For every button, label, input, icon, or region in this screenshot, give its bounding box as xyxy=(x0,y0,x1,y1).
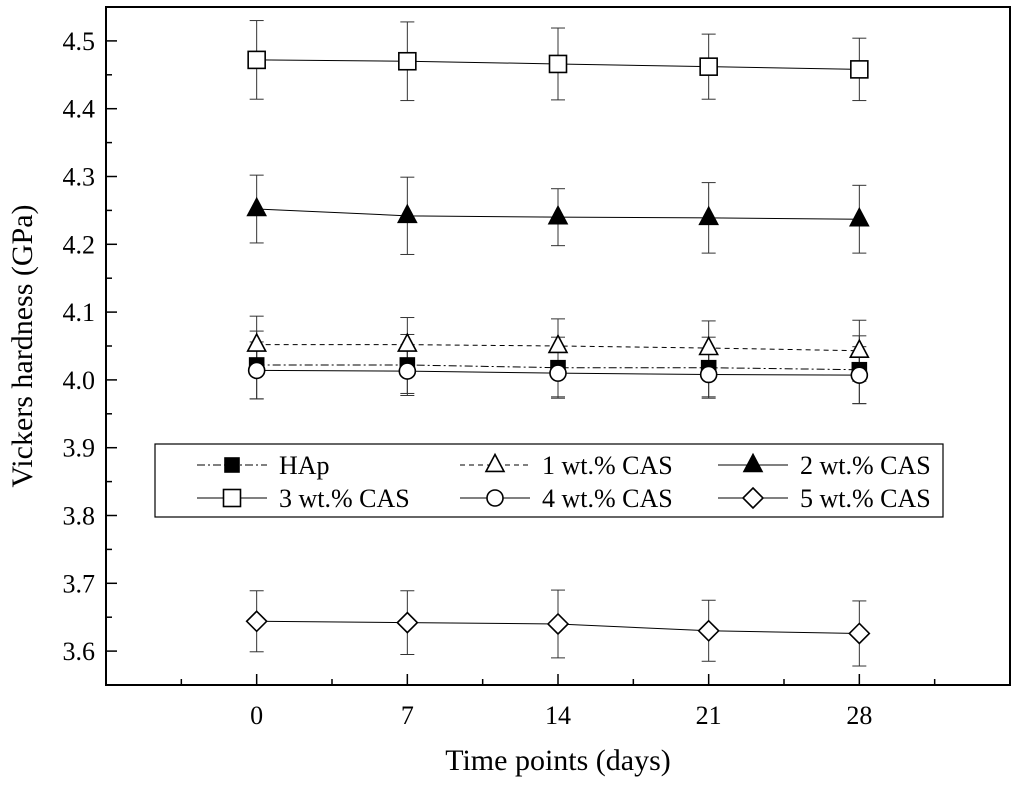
legend-label: 1 wt.% CAS xyxy=(542,451,673,480)
series-4-marker xyxy=(247,50,266,70)
legend-label: 3 wt.% CAS xyxy=(279,484,410,513)
series-2-marker xyxy=(849,338,870,359)
legend-entry: 4 wt.% CAS xyxy=(460,484,673,513)
series-layer xyxy=(245,20,871,667)
y-tick-label: 4.1 xyxy=(63,298,96,327)
y-axis-ticks: 3.6 3.7 3.8 3.9 4.0 4.1 4.2 4.3 4.4 4.5 xyxy=(63,6,117,686)
series-5-marker xyxy=(850,366,869,384)
legend-label: 2 wt.% CAS xyxy=(800,451,931,480)
x-tick-label: 7 xyxy=(401,701,414,730)
series-2-marker xyxy=(397,332,418,352)
series-4-marker xyxy=(398,51,417,71)
legend: HAp 1 wt.% CAS 2 wt.% CAS 3 wt.% CAS 4 wt.% … xyxy=(154,443,944,518)
legend-label: 4 wt.% CAS xyxy=(542,484,673,513)
x-tick-label: 0 xyxy=(250,701,263,730)
x-axis-title: Time points (days) xyxy=(445,744,671,777)
x-tick-label: 28 xyxy=(846,701,872,730)
x-tick-label: 21 xyxy=(696,701,722,730)
series-4-marker xyxy=(548,54,568,74)
series-3-marker xyxy=(849,206,870,227)
series-4-marker xyxy=(850,60,869,79)
y-tick-label: 4.3 xyxy=(63,163,96,192)
series-2-marker xyxy=(547,333,569,354)
legend-entry: 5 wt.% CAS xyxy=(718,484,931,513)
legend-swatch-marker xyxy=(742,452,764,473)
legend-label: 5 wt.% CAS xyxy=(800,484,931,513)
legend-swatch-marker xyxy=(484,452,506,473)
series-3-marker xyxy=(698,205,719,226)
series-6-marker xyxy=(546,612,570,636)
x-axis-ticks: 0 7 14 21 28 xyxy=(105,674,1011,730)
series-6-marker xyxy=(245,610,268,633)
y-tick-label: 3.6 xyxy=(63,637,96,666)
y-tick-label: 3.9 xyxy=(63,434,96,463)
x-tick-label: 14 xyxy=(545,701,571,730)
y-tick-label: 3.8 xyxy=(63,502,96,531)
y-tick-label: 4.5 xyxy=(63,27,96,56)
series-3-marker xyxy=(246,196,267,217)
series-2-marker xyxy=(246,332,267,352)
series-markers xyxy=(245,50,871,645)
series-5-marker xyxy=(549,364,567,382)
series-5-marker xyxy=(398,362,417,380)
series-6-marker xyxy=(848,622,871,645)
legend-label: HAp xyxy=(279,451,330,480)
legend-entry: 1 wt.% CAS xyxy=(460,451,673,480)
legend-entry: 2 wt.% CAS xyxy=(718,451,931,480)
y-tick-label: 4.4 xyxy=(63,95,96,124)
y-tick-label: 4.0 xyxy=(63,366,96,395)
series-3-marker xyxy=(397,203,418,224)
y-tick-label: 4.2 xyxy=(63,230,96,259)
legend-swatch-marker xyxy=(486,489,504,507)
series-5-marker xyxy=(247,361,266,380)
legend-entry: 3 wt.% CAS xyxy=(197,484,410,513)
series-4-marker xyxy=(699,57,718,76)
y-tick-label: 3.7 xyxy=(63,569,96,598)
legend-swatch-marker xyxy=(222,488,242,508)
y-axis-title: Vickers hardness (GPa) xyxy=(6,204,39,487)
series-1-line xyxy=(256,364,860,371)
series-6-marker xyxy=(396,611,419,634)
series-5-marker xyxy=(699,365,718,384)
legend-swatch-marker xyxy=(224,457,240,473)
series-3-marker xyxy=(547,204,569,225)
series-2-marker xyxy=(698,335,719,356)
series-6-marker xyxy=(697,619,720,642)
legend-box xyxy=(154,443,944,518)
legend-entry: HAp xyxy=(197,451,330,480)
legend-swatch-marker xyxy=(741,486,765,510)
